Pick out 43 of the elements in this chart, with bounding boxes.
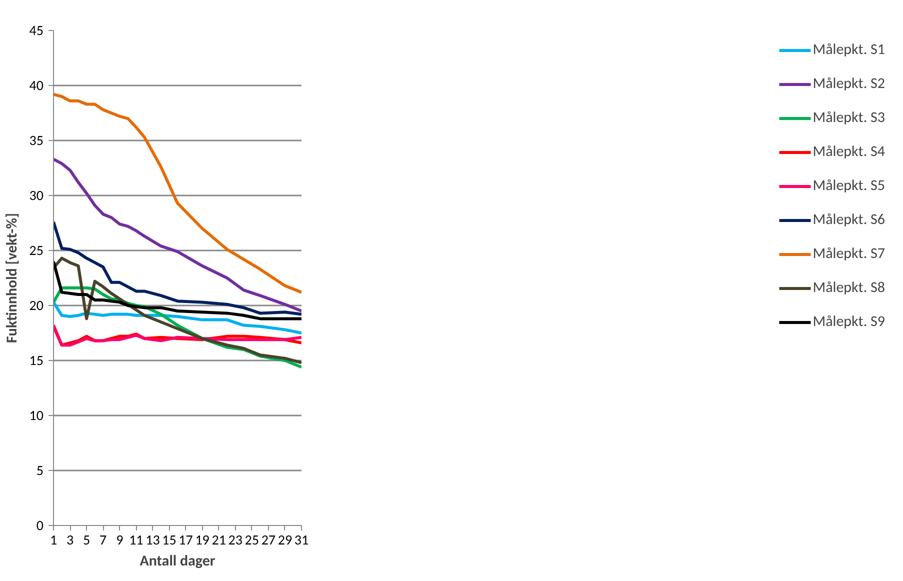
x-tick-label: 17 (178, 532, 193, 548)
line-series (54, 256, 302, 364)
y-tick-label: 35 (29, 132, 44, 149)
x-axis-title: Antall dager (140, 552, 216, 570)
x-tick-label: 15 (162, 532, 176, 548)
y-tick-label: 5 (36, 462, 44, 479)
x-tick-label: 1 (50, 532, 58, 548)
x-tick-label: 7 (100, 532, 107, 548)
x-tick-label: 13 (146, 532, 160, 548)
x-tick-label: 27 (261, 532, 276, 548)
x-tick-label: 23 (228, 532, 242, 548)
y-tick-label: 40 (29, 77, 44, 94)
y-tick-label: 15 (29, 352, 44, 369)
y-axis-title: Fuktinnhold [vekt-%] (3, 213, 22, 343)
x-tick-label: 3 (66, 532, 74, 548)
legend-label: Målepkt. S1 (812, 41, 885, 59)
y-tick-label: 25 (29, 242, 44, 259)
y-tick-label: 45 (29, 22, 44, 39)
y-tick-label: 0 (36, 517, 44, 534)
line-series (54, 300, 302, 334)
x-tick-label: 9 (116, 532, 124, 548)
legend-label: Målepkt. S9 (812, 313, 885, 331)
x-tick-label: 5 (83, 532, 90, 548)
legend-label: Målepkt. S6 (812, 211, 885, 229)
legend-label: Målepkt. S4 (812, 143, 885, 161)
x-tick-label: 21 (212, 532, 226, 548)
y-tick-label: 30 (29, 187, 44, 204)
legend-label: Målepkt. S7 (812, 245, 885, 263)
y-tick-label: 10 (29, 407, 44, 424)
legend-label: Målepkt. S2 (812, 75, 885, 93)
legend-label: Målepkt. S3 (812, 109, 885, 127)
legend-label: Målepkt. S8 (812, 279, 885, 297)
x-tick-label: 29 (278, 532, 292, 548)
x-tick-label: 11 (129, 532, 144, 548)
x-tick-label: 25 (244, 532, 260, 548)
y-tick-label: 20 (29, 297, 44, 314)
x-tick-label: 19 (195, 532, 210, 548)
line-series (54, 260, 302, 320)
x-tick-label: 31 (294, 532, 309, 548)
legend-label: Målepkt. S5 (812, 177, 885, 195)
line-series (54, 158, 302, 312)
line-series (54, 220, 302, 316)
line-series (54, 92, 302, 294)
